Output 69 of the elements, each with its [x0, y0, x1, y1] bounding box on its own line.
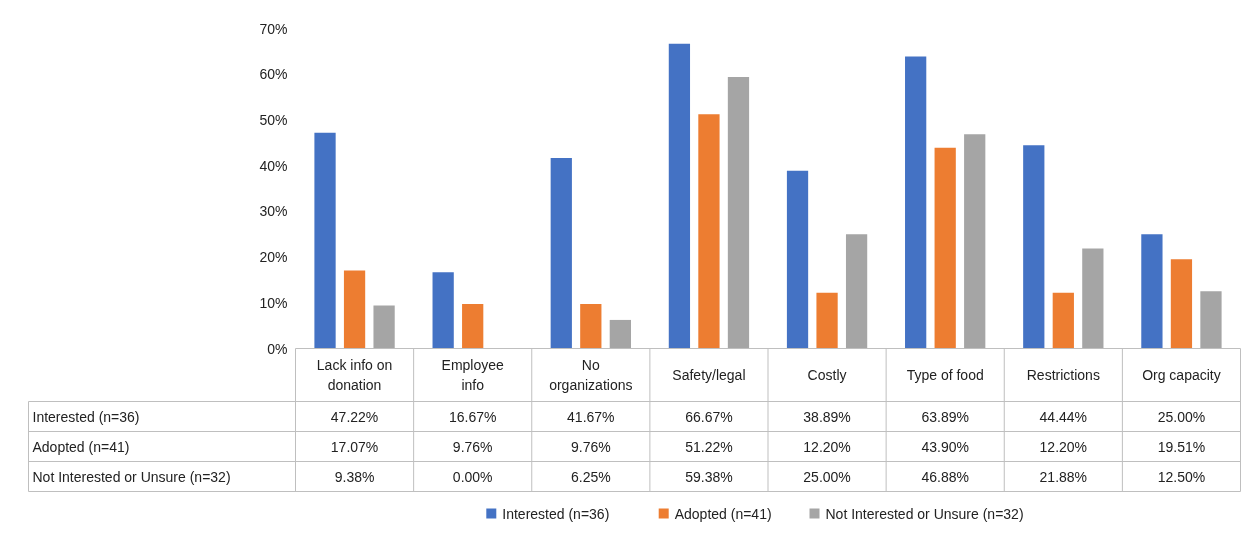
data-label: 25.00% [803, 468, 851, 485]
bar [1170, 259, 1193, 349]
data-label: 47.22% [330, 408, 379, 425]
bar [1052, 292, 1074, 349]
x-tick-label: Restrictions [1026, 367, 1100, 383]
data-label: 12.20% [803, 438, 851, 455]
bar [964, 134, 986, 349]
data-label: 9.38% [334, 468, 375, 485]
bar [373, 305, 395, 349]
data-label: 38.89% [803, 408, 851, 425]
data-label: 19.51% [1157, 438, 1206, 455]
text: Interested (n=36) [32, 408, 140, 425]
x-tick-label: No organizations [549, 357, 633, 393]
bar [609, 319, 631, 349]
bar [432, 272, 454, 349]
y-tick-label: 20% [259, 249, 288, 266]
bar [786, 170, 809, 349]
legend-label: Interested (n=36) [502, 505, 610, 522]
x-tick-label: Lack info on donation [316, 357, 393, 393]
data-label: 0.00% [452, 468, 493, 485]
bar [727, 77, 750, 349]
data-label: 44.44% [1039, 408, 1088, 425]
y-tick-label: 10% [259, 294, 288, 311]
data-label: 6.25% [570, 468, 611, 485]
bar [698, 114, 720, 349]
x-tick-label: Type of food [906, 367, 984, 383]
data-label: 43.90% [921, 438, 969, 455]
data-label: 12.50% [1157, 468, 1206, 485]
data-label: 59.38% [685, 468, 733, 485]
bar [816, 292, 838, 349]
bar [905, 56, 927, 349]
legend-label: Not Interested or Unsure (n=32) [825, 505, 1024, 522]
y-tick-label: 50% [259, 111, 288, 128]
bar [1023, 145, 1045, 349]
bar [462, 303, 484, 349]
y-tick-label: 0% [267, 340, 288, 357]
y-tick-label: 30% [259, 203, 288, 220]
bar [1200, 291, 1222, 349]
x-tick-label: Costly [807, 367, 847, 383]
data-label: 25.00% [1157, 408, 1206, 425]
data-label: 66.67% [685, 408, 733, 425]
data-label: 9.76% [452, 438, 493, 455]
data-label: 17.07% [330, 438, 379, 455]
data-label: 63.89% [921, 408, 969, 425]
legend-label: Adopted (n=41) [674, 505, 772, 522]
bar [845, 234, 868, 349]
bar [934, 147, 956, 349]
text: Adopted (n=41) [32, 438, 130, 455]
y-tick-label: 60% [259, 66, 288, 83]
data-label: 12.20% [1039, 438, 1088, 455]
data-label: 16.67% [448, 408, 497, 425]
data-label: 46.88% [921, 468, 969, 485]
bar [1141, 234, 1163, 349]
data-label: 51.22% [685, 438, 733, 455]
bar [550, 158, 572, 349]
y-tick-label: 40% [259, 157, 288, 174]
y-tick-label: 70% [259, 20, 288, 37]
bar [668, 43, 691, 349]
bar [343, 270, 366, 349]
data-label: 21.88% [1039, 468, 1088, 485]
x-tick-label: Employee info [441, 357, 505, 393]
bar [1082, 248, 1104, 349]
bar [580, 303, 602, 349]
bar [314, 132, 336, 349]
data-label: 9.76% [570, 438, 611, 455]
text: Not Interested or Unsure (n=32) [32, 468, 231, 485]
x-tick-label: Org capacity [1142, 367, 1221, 383]
data-label: 41.67% [567, 408, 615, 425]
x-tick-label: Safety/legal [672, 367, 746, 383]
